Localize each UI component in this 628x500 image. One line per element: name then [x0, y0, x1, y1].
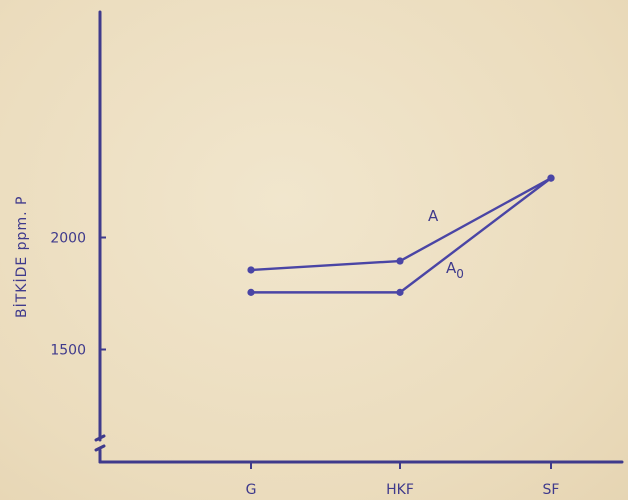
series-label: A	[428, 207, 439, 225]
axes	[94, 10, 624, 464]
y-tick-label: 1500	[50, 343, 86, 359]
series-label-subscript: 0	[456, 267, 464, 281]
y-axis-label: BİTKİDE ppm. P	[12, 196, 30, 318]
series-line	[251, 177, 552, 294]
x-tick-label: G	[246, 482, 257, 498]
data-point	[247, 288, 255, 296]
x-ticks: G HKF SF	[246, 462, 560, 498]
series-layer: A A0	[247, 174, 555, 296]
series-label: A0	[446, 259, 464, 281]
x-tick-label: SF	[543, 482, 560, 498]
y-ticks: 1500 2000	[50, 231, 106, 359]
data-point	[247, 266, 255, 274]
data-point	[396, 288, 404, 296]
data-point	[547, 174, 555, 182]
series-line	[250, 177, 552, 272]
y-tick-label: 2000	[50, 231, 86, 247]
data-point	[396, 257, 404, 265]
x-tick-label: HKF	[386, 482, 414, 498]
y-axis-line	[94, 10, 106, 464]
